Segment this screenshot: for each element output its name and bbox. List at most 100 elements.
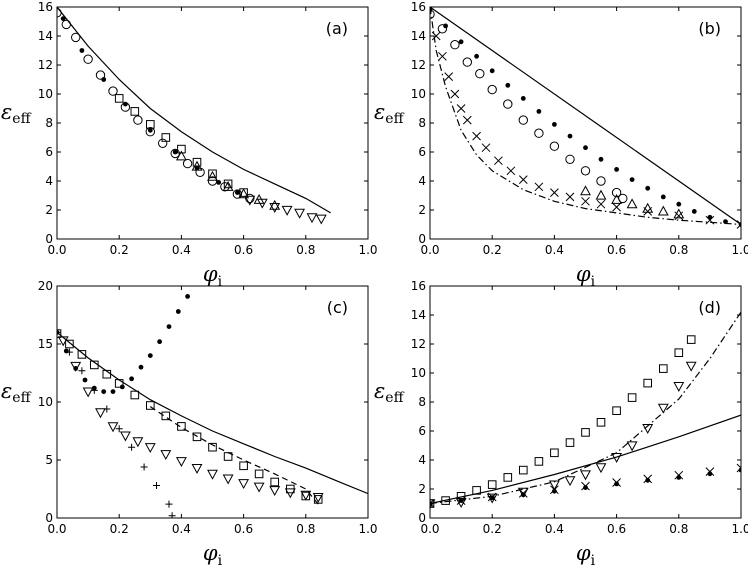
data-point: [450, 40, 460, 50]
data-point: [673, 208, 685, 219]
data-point: [175, 150, 187, 161]
data-point: [281, 205, 293, 216]
data-point: [244, 195, 256, 206]
data-point: [110, 389, 116, 394]
data-point: [315, 214, 327, 225]
y-axis-label: εeff: [374, 100, 405, 127]
y-tick-label: 0: [45, 232, 53, 246]
data-point: [82, 377, 88, 383]
data-point: [475, 69, 485, 79]
y-tick-label: 4: [45, 174, 53, 188]
data-point: [564, 476, 576, 487]
y-tick-label: 6: [418, 145, 426, 159]
data-point: [462, 115, 472, 125]
data-point: [108, 86, 118, 96]
data-point: [95, 70, 106, 80]
data-point: [185, 294, 191, 299]
data-point: [223, 452, 233, 461]
data-point: [222, 474, 234, 485]
data-point: [165, 500, 173, 508]
y-tick-label: 14: [38, 29, 53, 43]
x-tick-label: 0.0: [47, 522, 66, 536]
series-dot: [57, 294, 191, 394]
y-axis-label: εeff: [374, 379, 405, 406]
y-axis-symbol: ε: [1, 379, 12, 403]
data-point: [90, 360, 99, 370]
data-point: [738, 467, 741, 473]
data-point: [191, 464, 203, 474]
data-point: [707, 471, 713, 477]
x-tick-label: 0.6: [607, 522, 626, 536]
y-axis-subscript: eff: [385, 111, 404, 127]
data-point: [580, 470, 591, 481]
data-point: [450, 89, 460, 99]
data-point: [107, 422, 119, 433]
y-tick-label: 20: [38, 279, 53, 293]
x-tick-label: 1.0: [731, 243, 748, 257]
data-point: [596, 199, 606, 209]
data-point: [534, 128, 544, 138]
plot-frame: [56, 285, 369, 519]
data-point: [642, 202, 654, 213]
data-point: [132, 437, 144, 448]
data-point: [254, 469, 264, 479]
data-point: [172, 149, 178, 155]
data-point: [565, 192, 575, 202]
data-point: [65, 348, 73, 356]
data-point: [611, 193, 623, 204]
data-point: [581, 196, 590, 206]
x-tick-label: 0.0: [420, 243, 439, 257]
series-square: [430, 335, 696, 508]
data-point: [565, 154, 575, 165]
data-point: [518, 115, 528, 125]
plot-frame: [429, 6, 742, 240]
data-point: [270, 477, 279, 487]
data-point: [583, 145, 588, 151]
data-point: [458, 498, 464, 503]
x-axis-label: φi: [203, 541, 223, 569]
y-tick-label: 16: [411, 279, 426, 293]
series-plus: [57, 328, 176, 518]
data-point: [596, 176, 606, 186]
data-point: [550, 448, 559, 458]
data-point: [65, 339, 74, 349]
data-point: [175, 457, 187, 468]
panel-label: (c): [327, 298, 348, 317]
data-point: [60, 16, 66, 21]
data-point: [114, 94, 124, 103]
x-tick-label: 0.2: [110, 522, 129, 536]
x-tick-label: 0.8: [669, 243, 688, 257]
y-tick-label: 0: [418, 232, 426, 246]
data-point: [456, 492, 466, 501]
data-point: [256, 198, 268, 209]
data-point: [705, 215, 715, 225]
data-point: [300, 490, 312, 501]
series-dot: [430, 467, 741, 506]
data-point: [611, 187, 622, 198]
x-axis-symbol: φ: [576, 541, 591, 565]
data-point: [444, 72, 454, 81]
data-point: [565, 438, 575, 447]
data-point: [161, 411, 171, 421]
y-axis-symbol: ε: [1, 100, 12, 124]
data-point: [101, 389, 107, 394]
y-axis-symbol: ε: [374, 379, 385, 403]
y-axis-subscript: eff: [12, 111, 31, 127]
x-tick-label: 0.6: [234, 243, 253, 257]
y-tick-label: 2: [418, 482, 426, 496]
panel-c: 0.0 0.2 0.4 0.6 0.8 1.0 0 5 10 15 20 (c) φi εeff: [1, 279, 378, 569]
series-line: [430, 311, 741, 505]
data-point: [503, 99, 513, 109]
x-axis-subscript: i: [218, 274, 223, 290]
data-point: [458, 39, 464, 45]
data-point: [472, 486, 481, 495]
data-point: [158, 138, 168, 149]
y-tick-label: 10: [411, 87, 426, 101]
data-point: [431, 31, 441, 41]
data-point: [676, 475, 682, 480]
data-point: [581, 428, 590, 437]
data-point: [519, 465, 528, 475]
panel-b: 0.0 0.2 0.4 0.6 0.8 1.0 0 2 4 6 8 10 12 14 16 (b) φi εeff: [374, 0, 748, 290]
series-line: [149, 406, 319, 505]
data-point: [536, 109, 542, 114]
